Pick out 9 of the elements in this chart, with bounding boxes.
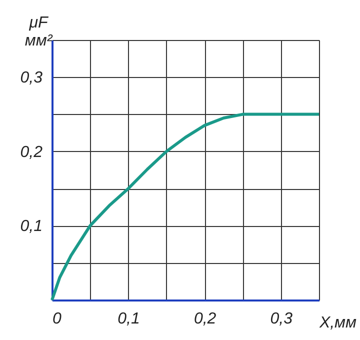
x-tick-label: 0,1 <box>118 310 140 328</box>
y-tick-label: 0,1 <box>20 218 42 236</box>
y-tick-label: 0,3 <box>20 70 43 87</box>
x-axis-title: X,мм <box>318 314 357 332</box>
y-axis-title: μF мм² <box>24 14 53 50</box>
y-tick-label: 0,2 <box>20 144 43 161</box>
x-tick-label: 0,2 <box>194 310 216 328</box>
x-tick-label: 0 <box>52 310 62 328</box>
x-tick-label: 0,3 <box>270 310 293 328</box>
